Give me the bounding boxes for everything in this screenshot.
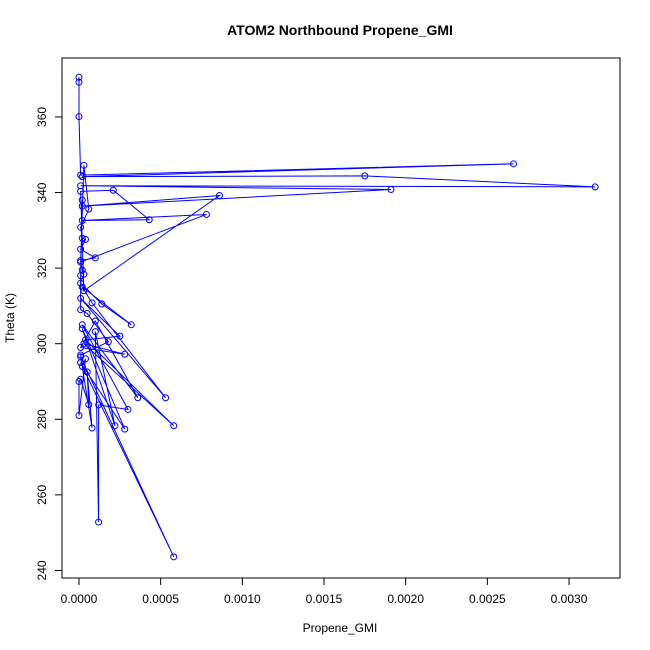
chart-title: ATOM2 Northbound Propene_GMI — [227, 22, 453, 38]
x-tick-label: 0.0020 — [387, 592, 424, 606]
data-point — [75, 73, 83, 81]
data-point — [77, 245, 85, 253]
data-point — [509, 160, 517, 168]
y-tick-label: 320 — [35, 258, 49, 278]
y-tick-label: 260 — [35, 485, 49, 505]
y-tick-label: 360 — [35, 107, 49, 127]
data-point — [78, 283, 86, 291]
data-point — [75, 412, 83, 419]
x-tick-label: 0.0010 — [224, 592, 261, 606]
data-point — [77, 272, 85, 280]
data-point — [91, 317, 99, 325]
data-point — [127, 321, 135, 329]
data-line — [78, 77, 596, 558]
data-point — [77, 187, 85, 195]
data-point — [98, 300, 106, 308]
data-point — [77, 351, 85, 359]
data-point — [111, 422, 119, 430]
data-point — [116, 332, 124, 340]
data-point — [78, 362, 86, 370]
data-point — [80, 287, 88, 295]
x-tick-label: 0.0000 — [61, 592, 98, 606]
data-point — [170, 553, 178, 561]
x-tick-label: 0.0005 — [142, 592, 179, 606]
data-point — [162, 394, 170, 402]
data-point — [78, 173, 86, 181]
data-point — [91, 254, 99, 262]
data-point — [78, 321, 86, 329]
data-point — [85, 205, 93, 213]
plot-frame — [61, 57, 621, 579]
data-point — [95, 518, 103, 526]
x-tick-label: 0.0015 — [306, 592, 343, 606]
data-point — [77, 294, 85, 302]
data-point — [134, 394, 142, 402]
data-point — [77, 257, 85, 265]
data-point — [83, 368, 91, 376]
data-point — [170, 422, 178, 430]
data-point — [215, 192, 223, 200]
data-point — [91, 328, 99, 336]
data-point — [109, 186, 117, 194]
data-point — [77, 171, 85, 179]
data-point — [80, 161, 88, 169]
y-tick-label: 240 — [35, 560, 49, 580]
data-point — [77, 343, 85, 351]
data-point — [387, 186, 395, 194]
data-point — [77, 223, 85, 231]
data-point — [82, 355, 90, 363]
data-point — [80, 270, 88, 278]
data-point — [82, 235, 90, 243]
data-point — [78, 325, 86, 333]
data-point — [77, 279, 85, 287]
data-point — [591, 183, 599, 191]
x-axis-label: Propene_GMI — [303, 621, 378, 635]
data-point — [202, 210, 210, 218]
data-point — [83, 309, 91, 317]
data-point — [78, 196, 86, 204]
x-tick-label: 0.0025 — [469, 592, 506, 606]
data-point — [121, 425, 129, 433]
data-point — [75, 377, 83, 385]
data-point — [104, 338, 112, 346]
y-tick-label: 300 — [35, 333, 49, 353]
data-point — [95, 401, 103, 409]
data-point — [78, 217, 86, 224]
data-point — [88, 424, 96, 432]
data-point — [77, 306, 85, 314]
y-tick-label: 340 — [35, 182, 49, 202]
x-tick-label: 0.0030 — [551, 592, 588, 606]
y-axis-label: Theta (K) — [3, 293, 17, 343]
y-tick-label: 280 — [35, 409, 49, 429]
data-point — [124, 405, 132, 413]
data-point — [82, 336, 90, 344]
data-point — [145, 216, 153, 224]
data-point — [78, 234, 86, 242]
data-point — [75, 78, 83, 86]
data-point — [85, 401, 93, 409]
data-point — [121, 350, 129, 358]
data-point — [75, 113, 83, 121]
data-point — [88, 299, 96, 307]
data-point — [361, 172, 369, 180]
